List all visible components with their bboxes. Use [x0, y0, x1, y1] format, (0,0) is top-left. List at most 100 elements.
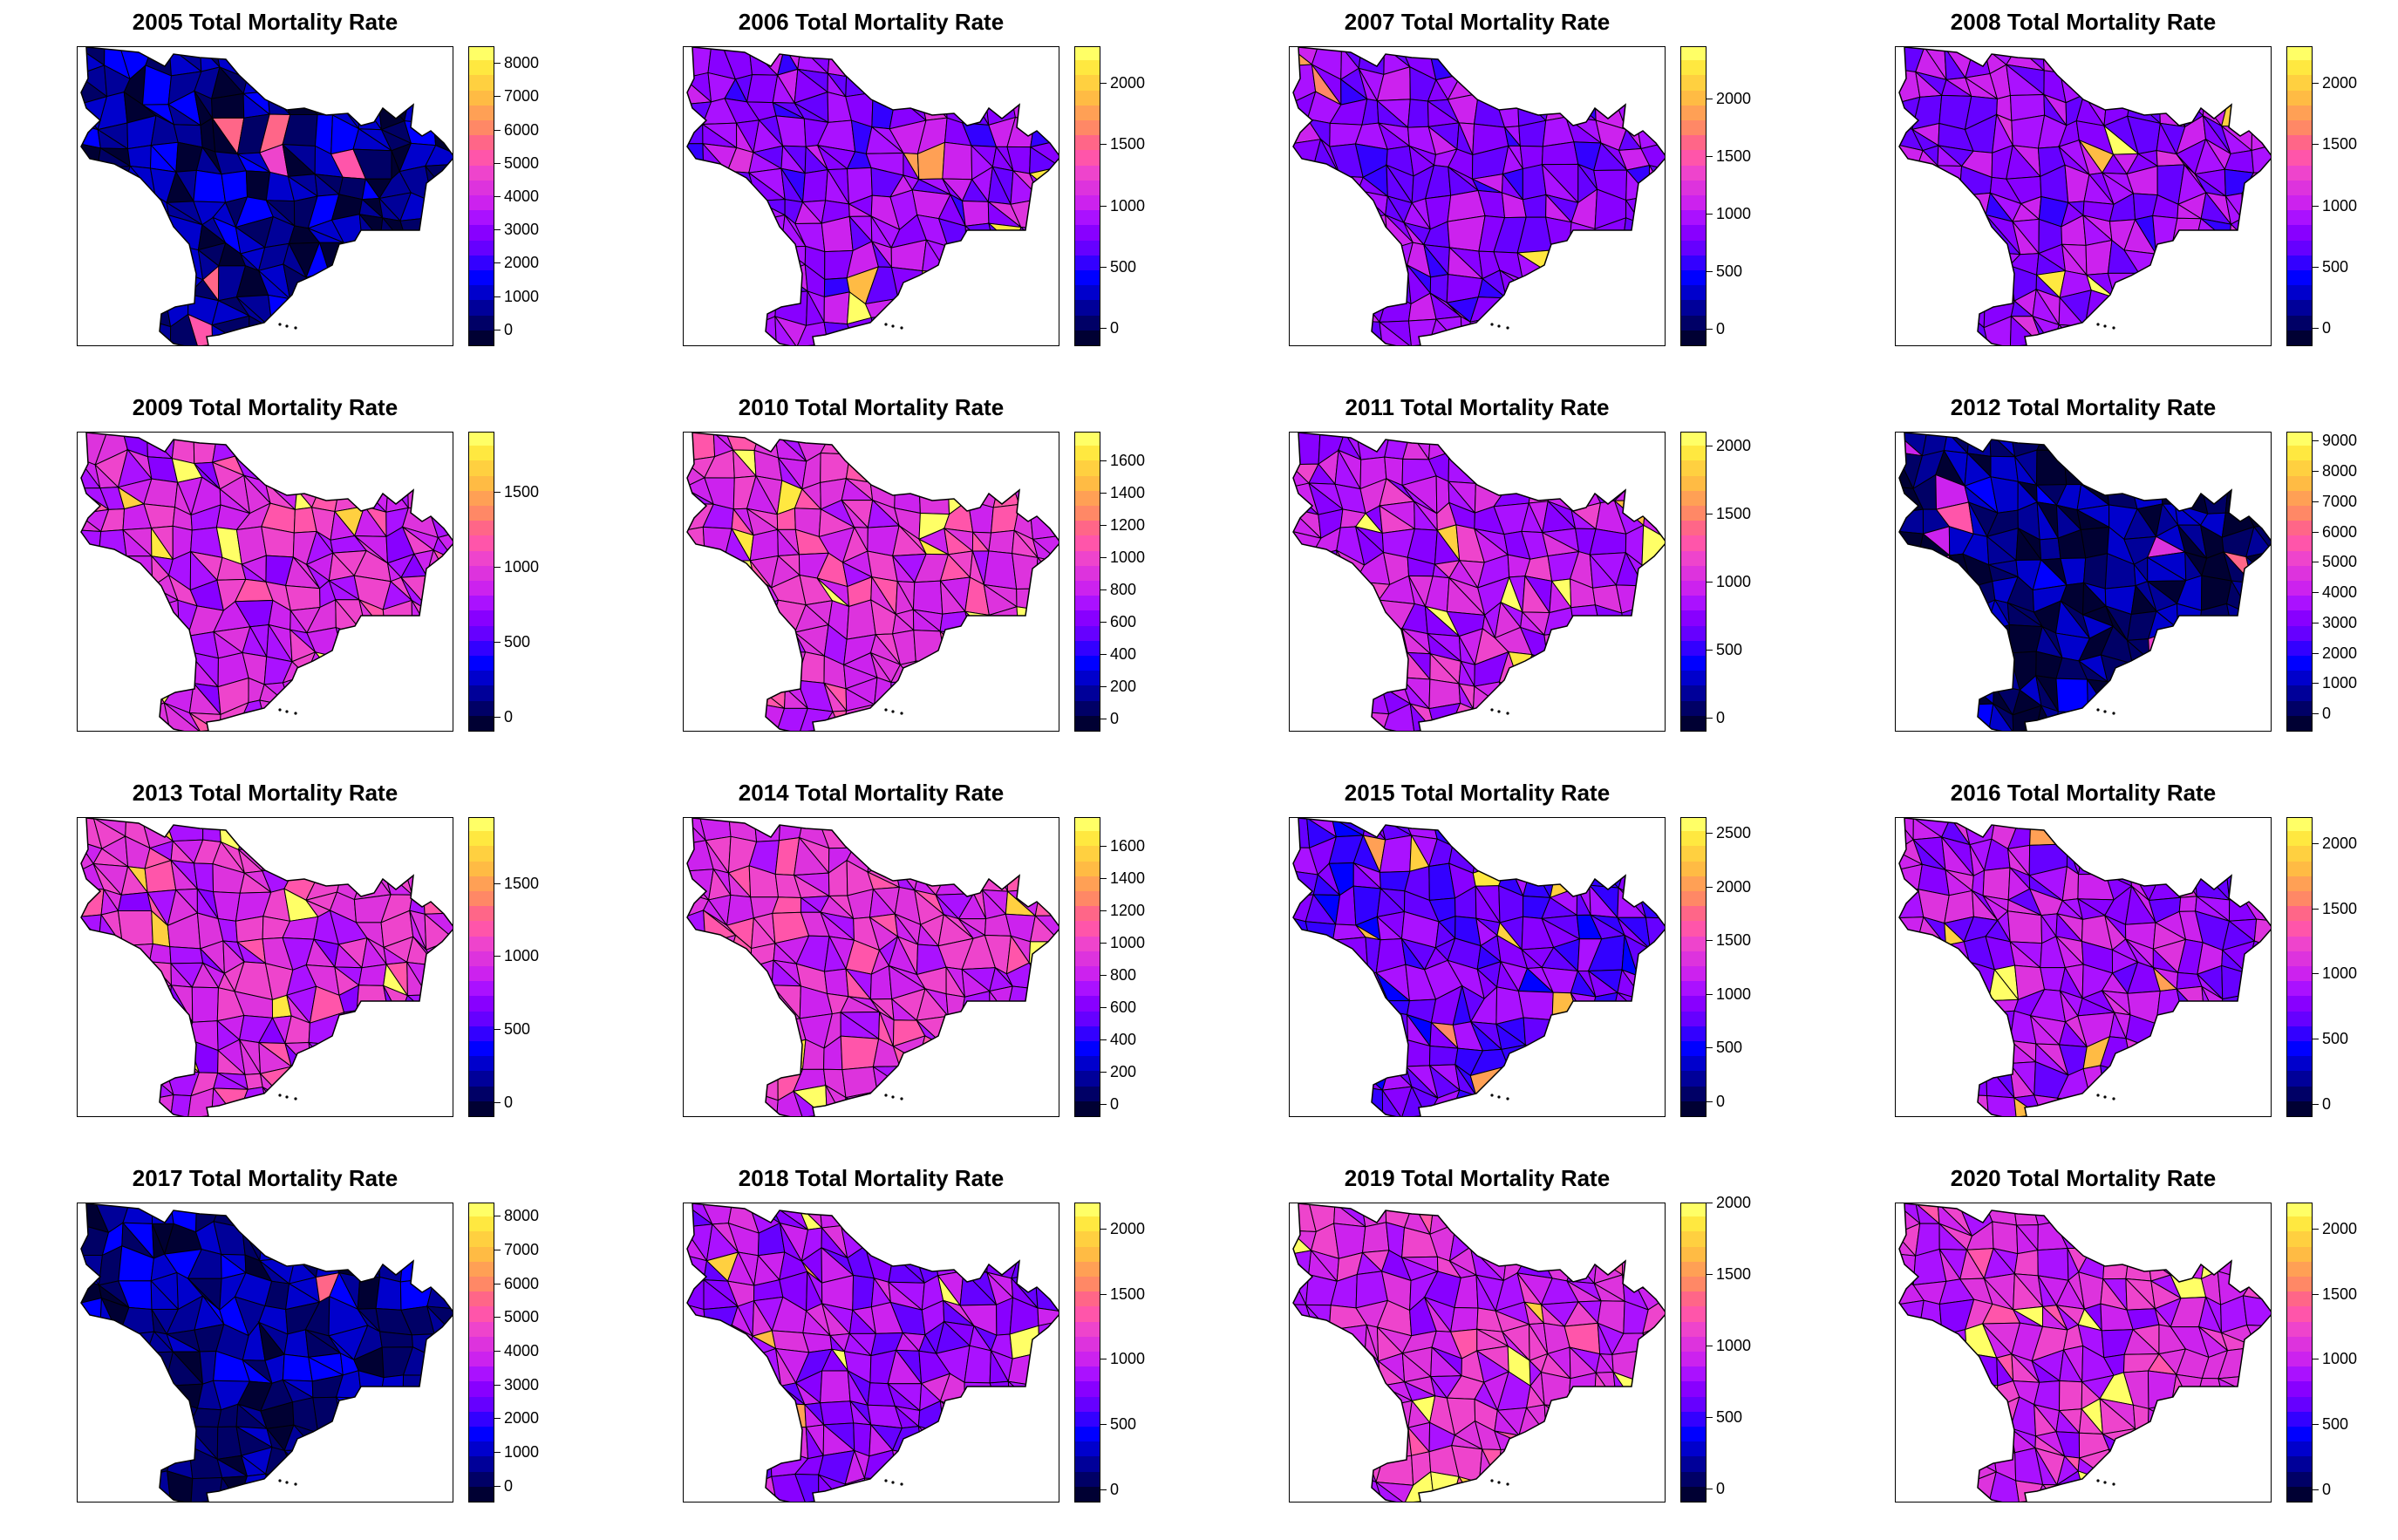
tract-region	[1961, 704, 1993, 732]
tract-region	[118, 1087, 151, 1117]
tract-region	[1331, 290, 1366, 327]
island-dot	[2096, 1094, 2099, 1096]
tract-region	[1943, 279, 1972, 295]
tract-region	[94, 682, 129, 712]
tract-region	[1523, 863, 1550, 897]
tract-region	[1527, 293, 1555, 328]
tract-region	[2038, 1249, 2068, 1281]
tract-region	[711, 1424, 738, 1451]
legend-tick-label: 2500	[1716, 824, 1751, 842]
tract-region	[1553, 433, 1573, 460]
tract-region	[2150, 433, 2181, 463]
legend-color-step	[2287, 240, 2312, 256]
tract-region	[726, 967, 760, 996]
tract-region	[1311, 1071, 1340, 1100]
tract-region	[174, 624, 187, 651]
legend-color-step	[469, 1056, 494, 1072]
island-dot	[891, 324, 894, 327]
legend-color-step	[2287, 135, 2312, 151]
legend-color-step	[469, 225, 494, 241]
legend-color-step	[1075, 285, 1100, 301]
tract-region	[2114, 297, 2138, 328]
tract-region	[729, 576, 761, 606]
tract-region	[235, 433, 269, 460]
tract-region	[889, 1480, 926, 1503]
tract-region	[2160, 687, 2179, 711]
tract-region	[381, 315, 413, 346]
tract-region	[1896, 576, 1925, 603]
tract-region	[1319, 684, 1336, 711]
tract-region	[944, 706, 973, 732]
tract-region	[1037, 433, 1059, 458]
tract-region	[120, 989, 148, 1023]
tract-region	[971, 67, 986, 103]
tract-region	[1594, 1471, 1624, 1503]
tract-region	[1034, 589, 1059, 610]
tract-region	[1567, 267, 1597, 301]
tract-region	[2139, 76, 2161, 92]
tract-region	[132, 962, 149, 995]
tract-region	[1597, 1221, 1622, 1258]
tract-region	[2149, 1066, 2175, 1094]
tract-region	[916, 848, 950, 876]
legend-color-step	[1075, 1026, 1100, 1041]
legend-tick-label: 0	[2322, 705, 2331, 723]
tract-region	[751, 1023, 775, 1048]
tract-region	[1650, 944, 1666, 970]
tract-region	[2218, 457, 2256, 480]
tract-region	[1475, 459, 1509, 485]
tract-region	[971, 1091, 997, 1117]
tract-region	[964, 1203, 996, 1231]
tract-region	[2207, 1040, 2230, 1063]
tract-region	[1329, 1475, 1366, 1503]
tract-region	[432, 630, 453, 659]
tract-region	[1545, 299, 1576, 328]
tract-region	[166, 1046, 199, 1073]
tract-region	[118, 910, 153, 945]
tract-region	[1016, 1203, 1043, 1236]
tract-region	[337, 1397, 362, 1422]
tract-region	[2125, 1099, 2148, 1117]
tract-region	[730, 1038, 753, 1068]
tract-region	[1614, 245, 1635, 276]
legend-color-step	[1075, 521, 1100, 536]
tract-region	[2159, 76, 2182, 95]
tract-region	[1618, 1093, 1645, 1117]
legend-color-step	[1075, 1441, 1100, 1457]
legend-color-step	[469, 1086, 494, 1101]
tract-region	[2246, 966, 2272, 988]
tract-region	[1290, 966, 1318, 988]
tract-region	[309, 1042, 343, 1073]
legend-color-step	[1075, 1011, 1100, 1026]
tract-region	[2221, 654, 2255, 683]
tract-region	[338, 47, 363, 72]
tract-region	[1896, 1087, 1921, 1117]
tract-region	[1005, 891, 1035, 916]
tract-region	[381, 701, 414, 732]
tract-region	[1896, 562, 1925, 580]
legend-color-step	[1075, 1306, 1100, 1322]
tract-region	[985, 1476, 1010, 1503]
legend-color-step	[2287, 700, 2312, 716]
tract-region	[877, 1086, 902, 1117]
island-dot	[900, 712, 903, 714]
tract-region	[1614, 268, 1635, 304]
tract-region	[142, 215, 174, 254]
tract-region	[1306, 684, 1335, 713]
tract-region	[103, 602, 131, 631]
tract-region	[684, 1036, 712, 1060]
tract-region	[1306, 711, 1335, 732]
tract-region	[2179, 655, 2198, 686]
panel-title: 2015 Total Mortality Rate	[1216, 780, 1739, 807]
legend-tick-label: 1000	[504, 558, 539, 576]
tract-region	[963, 290, 992, 320]
tract-region	[1338, 251, 1356, 276]
tract-region	[1625, 1426, 1649, 1460]
tract-region	[388, 1473, 411, 1503]
legend-color-step	[469, 120, 494, 136]
tract-region	[425, 218, 453, 254]
tract-region	[958, 1049, 990, 1070]
tract-region	[430, 1456, 453, 1478]
tract-region	[2108, 705, 2135, 732]
